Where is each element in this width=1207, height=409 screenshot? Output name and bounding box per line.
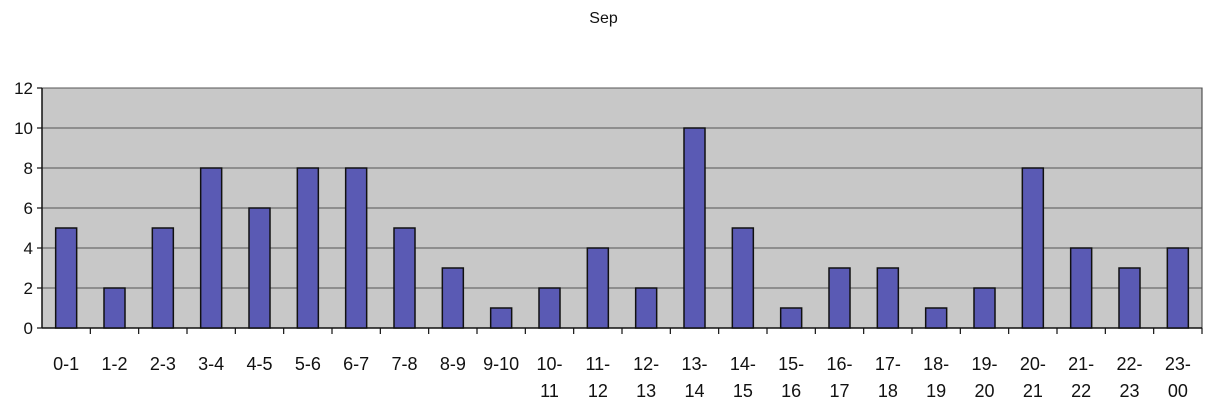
bar [248,207,271,329]
x-tick-label: 7-8 [391,354,417,374]
bar [1166,247,1190,329]
x-tick-label: 8-9 [440,354,466,374]
bar [779,307,803,329]
x-tick-label: 13 [636,381,656,401]
bar [634,287,658,329]
y-tick-label: 10 [14,119,33,138]
chart-title: Sep [589,10,618,27]
x-tick-label: 10- [536,354,562,374]
bar [441,267,465,329]
x-tick-label: 2-3 [150,354,176,374]
x-tick-label: 15 [733,381,753,401]
bar [1069,247,1093,329]
x-tick-label: 17- [875,354,901,374]
x-tick-label: 12 [588,381,608,401]
x-tick-label: 14 [684,381,704,401]
y-tick-label: 8 [24,159,33,178]
x-tick-label: 23- [1165,354,1191,374]
x-tick-label: 14- [730,354,756,374]
x-tick-label: 11 [540,381,559,401]
bar [54,227,78,329]
bar [489,307,513,329]
y-tick-label: 12 [14,79,33,98]
x-tick-label: 15- [778,354,804,374]
bar [151,227,175,329]
bar [344,167,368,329]
x-tick-label: 6-7 [343,354,369,374]
x-tick-label: 5-6 [295,354,321,374]
bar [973,287,996,329]
x-tick-label: 16 [781,381,801,401]
x-tick-label: 0-1 [53,354,79,374]
bar [1021,167,1045,329]
x-tick-label: 11- [585,354,610,374]
y-tick-label: 6 [24,199,33,218]
y-tick-label: 4 [24,239,33,258]
x-tick-label: 20- [1020,354,1046,374]
bar [828,267,851,329]
x-tick-label: 19- [971,354,997,374]
x-tick-label: 16- [826,354,852,374]
x-tick-label: 17 [829,381,849,401]
bar [103,287,126,329]
x-tick-label: 13- [681,354,707,374]
bar [731,227,755,329]
x-tick-label: 18 [878,381,898,401]
x-tick-label: 22 [1071,381,1091,401]
bar [924,307,948,329]
x-tick-label: 21 [1023,381,1043,401]
bar [199,167,223,329]
x-tick-label: 22- [1116,354,1142,374]
x-tick-label: 3-4 [198,354,224,374]
y-tick-label: 2 [24,279,33,298]
x-tick-label: 20 [974,381,994,401]
bar [296,167,320,329]
bar [1118,267,1141,329]
x-tick-label: 19 [926,381,946,401]
x-tick-label: 21- [1068,354,1094,374]
bar [586,247,610,329]
y-tick-label: 0 [24,319,33,338]
bar [876,267,900,329]
x-tick-label: 9-10 [483,354,519,374]
x-tick-label: 1-2 [101,354,127,374]
bar [393,227,416,329]
bar [538,287,561,329]
x-tick-label: 12- [633,354,659,374]
x-tick-label: 4-5 [246,354,272,374]
bar [683,127,706,329]
x-tick-label: 23 [1119,381,1139,401]
x-tick-label: 00 [1168,381,1188,401]
x-tick-label: 18- [923,354,949,374]
